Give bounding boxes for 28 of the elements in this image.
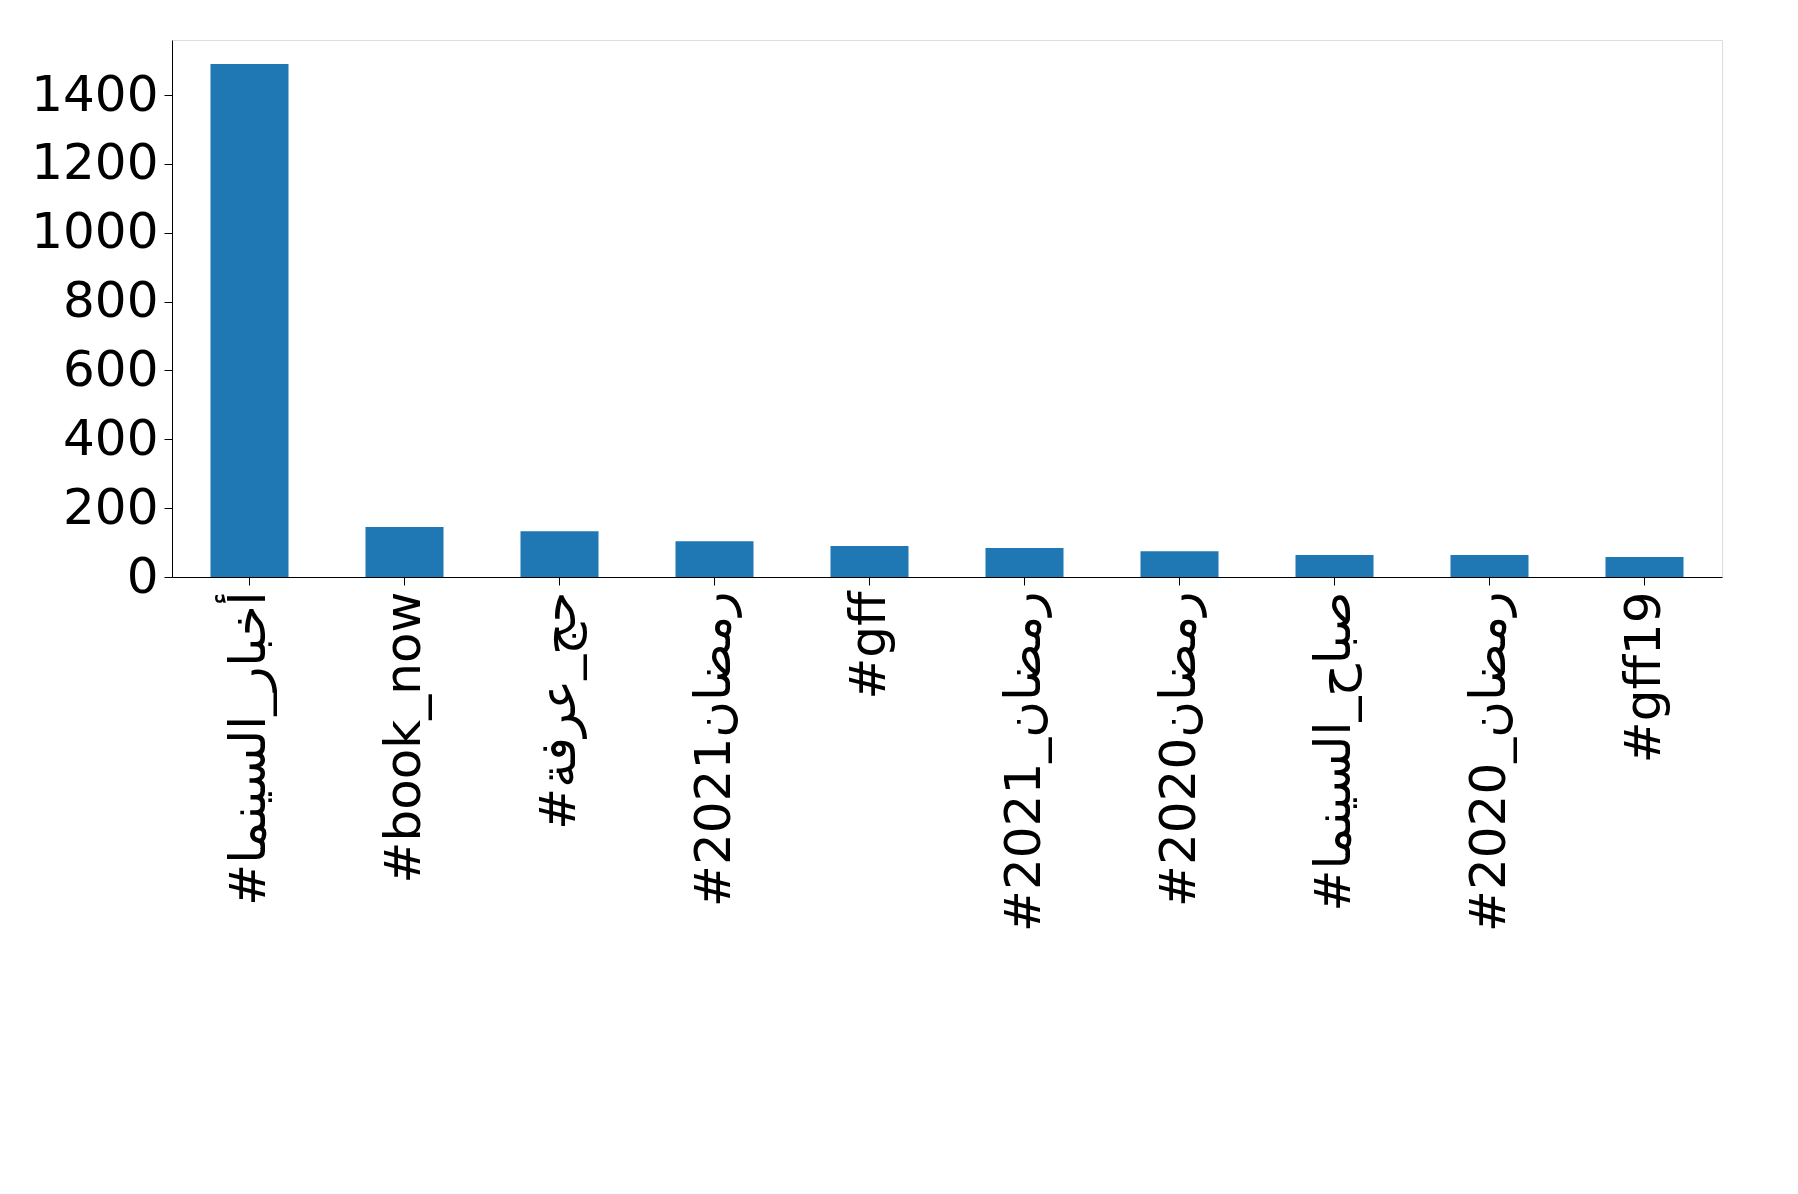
x-tick-label: #حج_عرفة bbox=[528, 591, 588, 830]
bar bbox=[365, 527, 444, 577]
x-tick-label: #أخبار_السينما bbox=[214, 591, 277, 906]
y-tick-label: 1200 bbox=[31, 133, 159, 192]
bar bbox=[520, 531, 599, 577]
x-tick-label: #gff bbox=[838, 589, 897, 700]
y-tick-label: 800 bbox=[63, 271, 159, 330]
bar bbox=[985, 548, 1064, 577]
x-tick-label: #رمضان_2021 bbox=[993, 591, 1052, 932]
x-tick-label: #رمضان_2020 bbox=[1458, 591, 1517, 932]
y-tick-label: 1400 bbox=[31, 64, 159, 123]
y-tick-label: 600 bbox=[63, 339, 159, 398]
x-tick-label: #gff19 bbox=[1613, 591, 1672, 764]
bar bbox=[830, 546, 909, 577]
y-tick-label: 1000 bbox=[31, 202, 159, 261]
x-tick-label: #book_now bbox=[373, 591, 432, 884]
x-tick-label: #رمضان2020 bbox=[1148, 591, 1207, 907]
bar bbox=[1140, 551, 1219, 577]
bar bbox=[1295, 554, 1374, 577]
y-tick-label: 0 bbox=[126, 546, 159, 605]
bar bbox=[1450, 554, 1529, 577]
bar bbox=[210, 64, 289, 577]
bar bbox=[1605, 557, 1684, 577]
x-tick-label: #رمضان2021 bbox=[683, 591, 742, 907]
x-tick-label: #صباح_السينما bbox=[1303, 591, 1362, 912]
y-tick-label: 400 bbox=[63, 408, 159, 467]
bar bbox=[675, 541, 754, 577]
y-tick-label: 200 bbox=[63, 477, 159, 536]
